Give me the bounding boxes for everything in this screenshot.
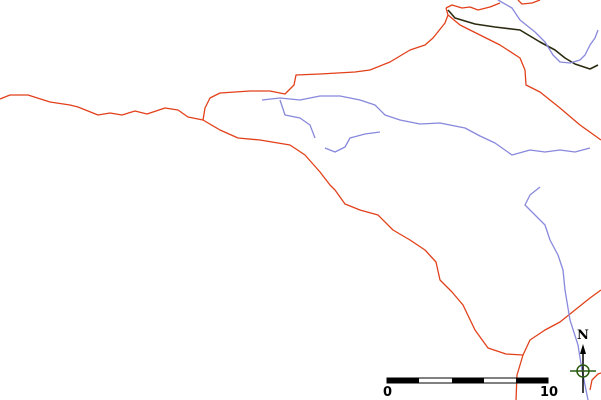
river-branch-east	[447, 14, 601, 141]
river-top-right	[517, 0, 541, 5]
stream-small	[324, 131, 381, 153]
scale-bar	[386, 377, 549, 384]
compass-icon	[570, 344, 596, 393]
river-top	[445, 2, 501, 11]
railway-line	[447, 9, 599, 70]
river-main	[0, 7, 449, 121]
stream-central	[261, 95, 591, 156]
river-branch-bottom	[515, 354, 524, 400]
stream-southeast	[524, 186, 589, 400]
river-bottom-right	[589, 372, 601, 391]
river-branch-south	[202, 119, 601, 356]
stream-northeast	[497, 0, 599, 64]
scale-end-label: 10	[540, 385, 559, 400]
compass-north-label: N	[577, 328, 589, 343]
stream-central-branch	[279, 99, 316, 139]
scale-start-label: 0	[383, 385, 393, 400]
